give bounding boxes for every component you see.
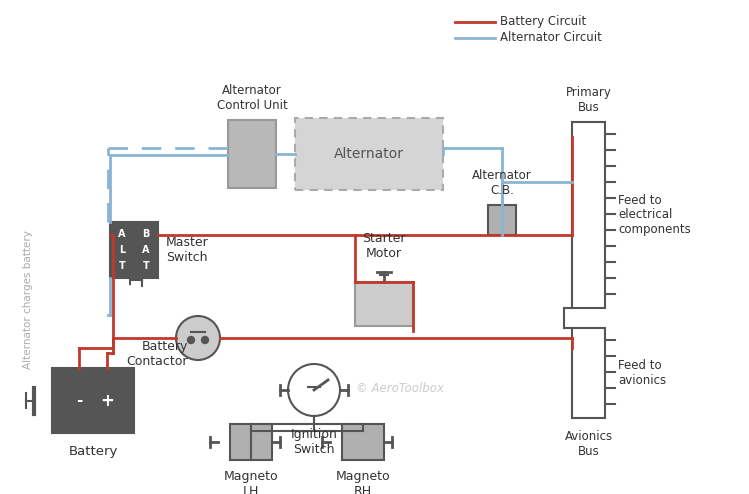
Text: Magneto
LH: Magneto LH	[224, 470, 279, 494]
Text: T: T	[118, 261, 125, 271]
Bar	[295, 118, 443, 190]
Text: Alternator charges battery: Alternator charges battery	[23, 231, 33, 370]
Text: A: A	[118, 229, 126, 239]
Text: +: +	[100, 392, 114, 410]
Text: Alternator: Alternator	[334, 147, 404, 161]
Text: Alternator Circuit: Alternator Circuit	[500, 32, 602, 44]
Bar	[52, 368, 134, 433]
Text: © AeroToolbox: © AeroToolbox	[356, 381, 444, 395]
Bar	[228, 120, 276, 188]
Text: L: L	[119, 245, 125, 255]
Bar	[572, 328, 605, 418]
Text: A: A	[142, 245, 150, 255]
Bar	[110, 222, 158, 278]
Bar	[342, 424, 384, 460]
Bar	[355, 282, 413, 326]
Text: Magneto
RH: Magneto RH	[336, 470, 390, 494]
Circle shape	[201, 336, 208, 343]
Circle shape	[176, 316, 220, 360]
Bar	[488, 205, 516, 235]
Circle shape	[288, 364, 340, 416]
Text: Feed to
electrical
components: Feed to electrical components	[618, 194, 691, 237]
Text: Alternator
C.B.: Alternator C.B.	[472, 169, 532, 197]
Text: Battery
Contactor: Battery Contactor	[127, 340, 188, 368]
Text: Battery: Battery	[68, 445, 118, 458]
Bar	[230, 424, 272, 460]
Bar	[572, 122, 605, 308]
Text: Feed to
avionics: Feed to avionics	[618, 359, 666, 387]
Text: Battery Circuit: Battery Circuit	[500, 15, 586, 29]
Text: Starter
Motor: Starter Motor	[363, 232, 406, 260]
Text: Alternator
Control Unit: Alternator Control Unit	[216, 84, 288, 112]
Text: T: T	[142, 261, 149, 271]
Text: Avionics
Bus: Avionics Bus	[565, 430, 613, 458]
Circle shape	[187, 336, 195, 343]
Text: Master
Switch: Master Switch	[166, 236, 209, 264]
Text: Primary
Bus: Primary Bus	[565, 86, 611, 114]
Text: Ignition
Switch: Ignition Switch	[291, 428, 338, 456]
Text: B: B	[142, 229, 150, 239]
Text: -: -	[76, 393, 82, 408]
